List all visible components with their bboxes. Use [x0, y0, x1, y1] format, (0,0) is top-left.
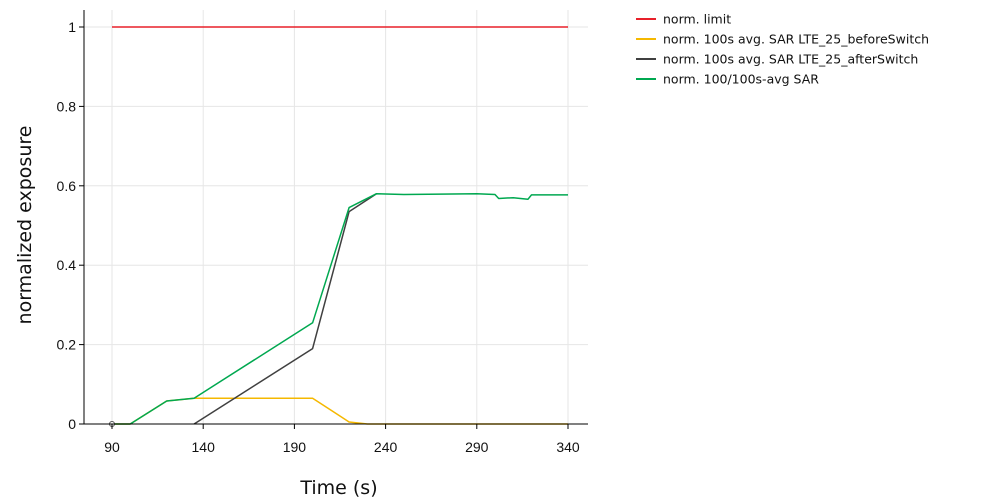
y-tick-label: 0.4 — [57, 257, 77, 273]
y-tick-label: 0 — [68, 416, 76, 432]
y-axis-title: normalized exposure — [14, 126, 36, 325]
x-tick-label: 340 — [556, 439, 580, 455]
x-tick-label: 90 — [104, 439, 120, 455]
x-tick-label: 290 — [465, 439, 489, 455]
legend-entry-label: norm. 100s avg. SAR LTE_25_beforeSwitch — [663, 32, 929, 47]
y-tick-label: 0.8 — [57, 98, 77, 114]
x-tick-label: 240 — [374, 439, 398, 455]
y-tick-label: 1 — [68, 19, 76, 35]
grid — [84, 10, 588, 425]
series-line-3 — [193, 193, 377, 425]
x-tick-label: 140 — [192, 439, 216, 455]
legend-entry-label: norm. 100s avg. SAR LTE_25_afterSwitch — [663, 52, 918, 67]
legend-entry-label: norm. limit — [663, 12, 731, 27]
series-line-2 — [112, 397, 568, 425]
y-tick-label: 0.2 — [57, 337, 77, 353]
x-tick-label: 190 — [283, 439, 307, 455]
legend: norm. limit norm. 100s avg. SAR LTE_25_be… — [636, 12, 929, 87]
series-layer — [109, 26, 568, 427]
legend-entry-label: norm. 100/100s-avg SAR — [663, 72, 819, 87]
y-tick-label: 0.6 — [57, 178, 77, 194]
axes — [83, 10, 588, 425]
series-line-4 — [112, 192, 568, 425]
x-axis-title: Time (s) — [299, 477, 377, 499]
ticks: 90 140 190 240 290 340 0 0.2 0.4 0.6 0.8 1 — [57, 19, 580, 455]
